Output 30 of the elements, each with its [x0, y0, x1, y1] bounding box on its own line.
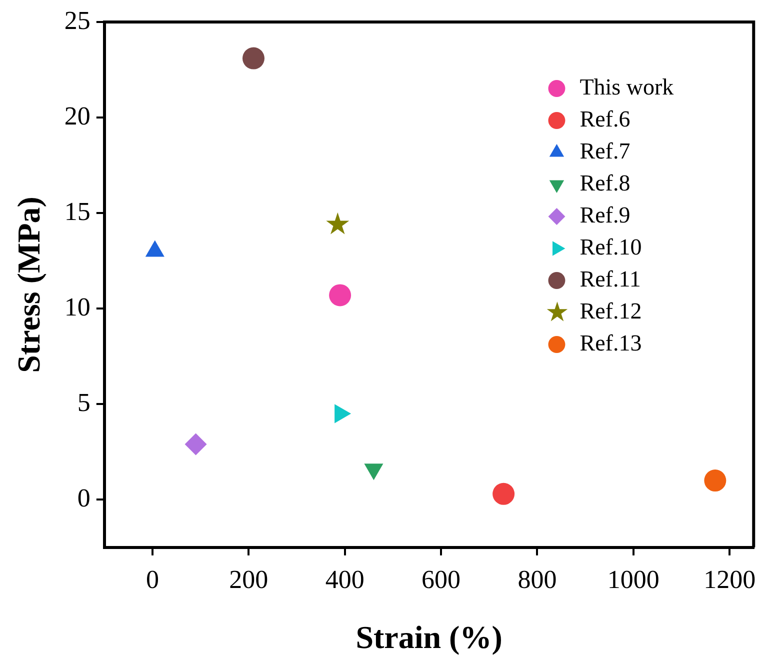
legend-label: Ref.10 — [580, 234, 642, 260]
legend-label: Ref.7 — [580, 138, 630, 164]
legend-label: Ref.12 — [580, 298, 642, 324]
point — [242, 47, 264, 70]
x-tick-label: 800 — [518, 564, 557, 594]
legend-label: Ref.9 — [580, 202, 630, 228]
legend-label: Ref.6 — [580, 106, 630, 132]
x-tick-label: 400 — [325, 564, 364, 594]
point — [184, 433, 207, 456]
x-tick-label: 1000 — [607, 564, 660, 594]
point — [329, 284, 352, 306]
legend-label: Ref.13 — [580, 330, 642, 356]
y-axis-title: Stress (MPa) — [10, 196, 46, 373]
x-tick-label: 200 — [229, 564, 268, 594]
x-tick-label: 600 — [422, 564, 461, 594]
legend-label: Ref.11 — [580, 266, 641, 292]
x-axis-title: Strain (%) — [356, 619, 502, 656]
legend-label: Ref.8 — [580, 170, 630, 196]
point — [704, 470, 726, 492]
legend-label: This work — [580, 74, 674, 100]
y-tick-label: 25 — [64, 6, 90, 35]
y-tick-label: 20 — [64, 101, 90, 130]
y-tick-label: 0 — [77, 483, 90, 512]
y-tick-label: 10 — [64, 292, 90, 322]
x-tick-label: 1200 — [704, 564, 756, 594]
point — [492, 482, 515, 505]
point — [326, 212, 350, 234]
y-tick-label: 15 — [64, 196, 90, 226]
x-tick-label: 0 — [146, 564, 159, 594]
y-tick-label: 5 — [77, 388, 90, 417]
